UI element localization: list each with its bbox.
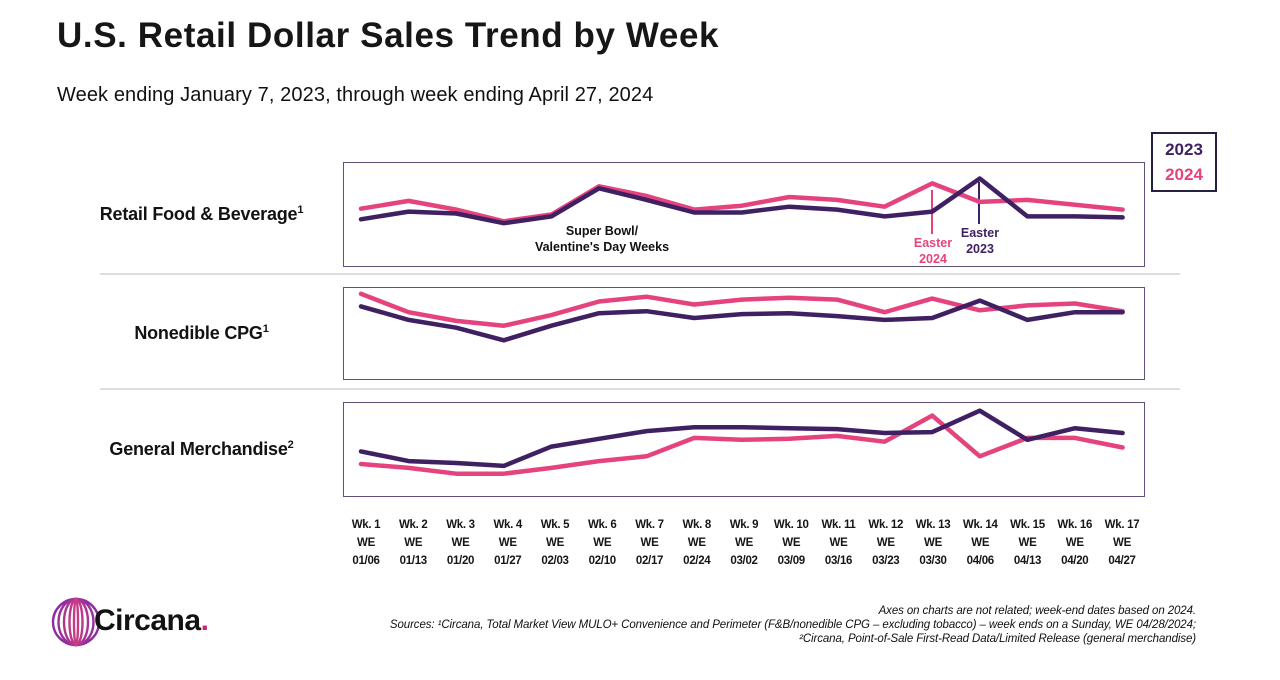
footnote-axes: Axes on charts are not related; week-end… (878, 605, 1196, 617)
x-axis-week-label: Wk. 9 WE 03/02 (729, 519, 759, 567)
chart-panel-nonedible-cpg (343, 287, 1145, 380)
x-axis-week-label: Wk. 10 WE 03/09 (773, 519, 809, 567)
x-axis-week-label: Wk. 8 WE 02/24 (682, 519, 712, 567)
footnote-sources-2: ²Circana, Point-of-Sale First-Read Data/… (799, 633, 1196, 645)
x-axis-week-label: Wk. 14 WE 04/06 (962, 519, 998, 567)
x-axis-week-label: Wk. 5 WE 02/03 (540, 519, 570, 567)
circana-globe-icon (51, 597, 101, 647)
x-axis-week-label: Wk. 17 WE 04/27 (1104, 519, 1140, 567)
row-label-retail-food-beverage: Retail Food & Beverage1 (60, 162, 343, 267)
row-divider (100, 273, 1180, 275)
row-label-text: Nonedible CPG (134, 323, 263, 343)
footnote-marker: 1 (297, 204, 304, 216)
circana-logo: Circana. (50, 596, 270, 652)
x-axis-week-label: Wk. 7 WE 02/17 (635, 519, 664, 567)
x-axis-week-label: Wk. 4 WE 01/27 (493, 519, 523, 567)
series-2023-line (358, 298, 1125, 343)
series-2024-line (358, 181, 1125, 224)
footnote-sources-1: Sources: ¹Circana, Total Market View MUL… (389, 619, 1196, 631)
chart-panel-general-merchandise (343, 402, 1145, 497)
page-title: U.S. Retail Dollar Sales Trend by Week (57, 16, 720, 55)
x-axis-week-label: Wk. 6 WE 02/10 (587, 519, 617, 567)
x-axis-week-label: Wk. 12 WE 03/23 (868, 519, 904, 567)
footnotes: Axes on charts are not related; week-end… (300, 604, 1196, 646)
row-label-nonedible-cpg: Nonedible CPG1 (60, 287, 343, 380)
chart-panel-retail-food-beverage: Super Bowl/ Valentine's Day Weeks Easter… (343, 162, 1145, 267)
line-chart-svg (358, 408, 1125, 476)
row-label-text: Retail Food & Beverage (99, 204, 298, 224)
annotation-easter-2023: Easter 2023 (960, 226, 1000, 257)
x-axis-week-label: Wk. 13 WE 03/30 (915, 519, 951, 567)
line-chart-svg (358, 291, 1125, 343)
x-axis-week-label: Wk. 1 WE 01/06 (351, 519, 381, 567)
series-2023-line (358, 176, 1125, 226)
annotation-super-bowl: Super Bowl/ Valentine's Day Weeks (534, 224, 670, 255)
x-axis-week-label: Wk. 2 WE 01/13 (398, 519, 428, 567)
legend-item-2024: 2024 (1165, 165, 1203, 184)
x-axis-week-label: Wk. 16 WE 04/20 (1057, 519, 1093, 567)
series-2023-line (358, 408, 1125, 469)
line-chart-svg (358, 176, 1125, 226)
row-label-text: General Merchandise (109, 439, 288, 459)
x-axis-week-label: Wk. 11 WE 03/16 (821, 519, 856, 567)
x-axis-week-label: Wk. 3 WE 01/20 (446, 519, 475, 567)
footnote-marker: 1 (262, 323, 269, 335)
x-axis-week-label: Wk. 15 WE 04/13 (1010, 519, 1045, 567)
annotation-easter-2024: Easter 2024 (913, 236, 953, 267)
row-label-general-merchandise: General Merchandise2 (60, 402, 343, 497)
circana-wordmark: Circana. (94, 604, 209, 637)
footnote-marker: 2 (287, 439, 294, 451)
series-2024-line (358, 413, 1125, 476)
row-divider (100, 388, 1180, 390)
legend-item-2023: 2023 (1165, 140, 1203, 159)
x-axis: Wk. 1 WE 01/06 Wk. 2 WE 01/13 Wk. 3 WE 01/20 Wk. … (343, 516, 1145, 570)
series-2024-line (358, 291, 1125, 328)
page-subtitle: Week ending January 7, 2023, through wee… (57, 84, 654, 106)
legend: 2023 2024 (1151, 132, 1217, 192)
